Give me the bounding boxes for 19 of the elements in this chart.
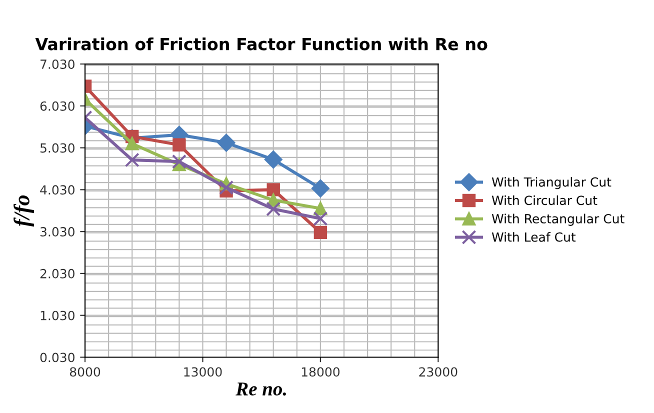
y-tick-label: 1.030 xyxy=(40,310,74,320)
y-tick-label: 4.030 xyxy=(40,185,74,195)
y-tick-label: 2.030 xyxy=(40,268,74,278)
x-tick-label: 18000 xyxy=(302,367,340,377)
legend-label: With Rectangular Cut xyxy=(492,214,624,226)
legend-label: With Triangular Cut xyxy=(492,177,612,190)
x-axis-title: Re no. xyxy=(236,382,286,396)
y-axis-title: f/fo xyxy=(14,195,34,227)
y-tick-label: 7.030 xyxy=(40,59,74,69)
x-tick-label: 8000 xyxy=(70,367,100,377)
legend-label: With Circular Cut xyxy=(492,195,598,206)
chart-title: Variration of Friction Factor Function with Re no xyxy=(35,37,488,50)
x-tick-label: 13000 xyxy=(184,367,222,377)
legend-label: With Leaf Cut xyxy=(492,232,576,242)
y-tick-label: 6.030 xyxy=(40,101,74,111)
x-tick-label: 23000 xyxy=(419,367,458,377)
y-tick-label: 5.030 xyxy=(40,143,74,153)
y-tick-label: 0.030 xyxy=(40,352,74,362)
y-tick-label: 3.030 xyxy=(40,227,74,236)
